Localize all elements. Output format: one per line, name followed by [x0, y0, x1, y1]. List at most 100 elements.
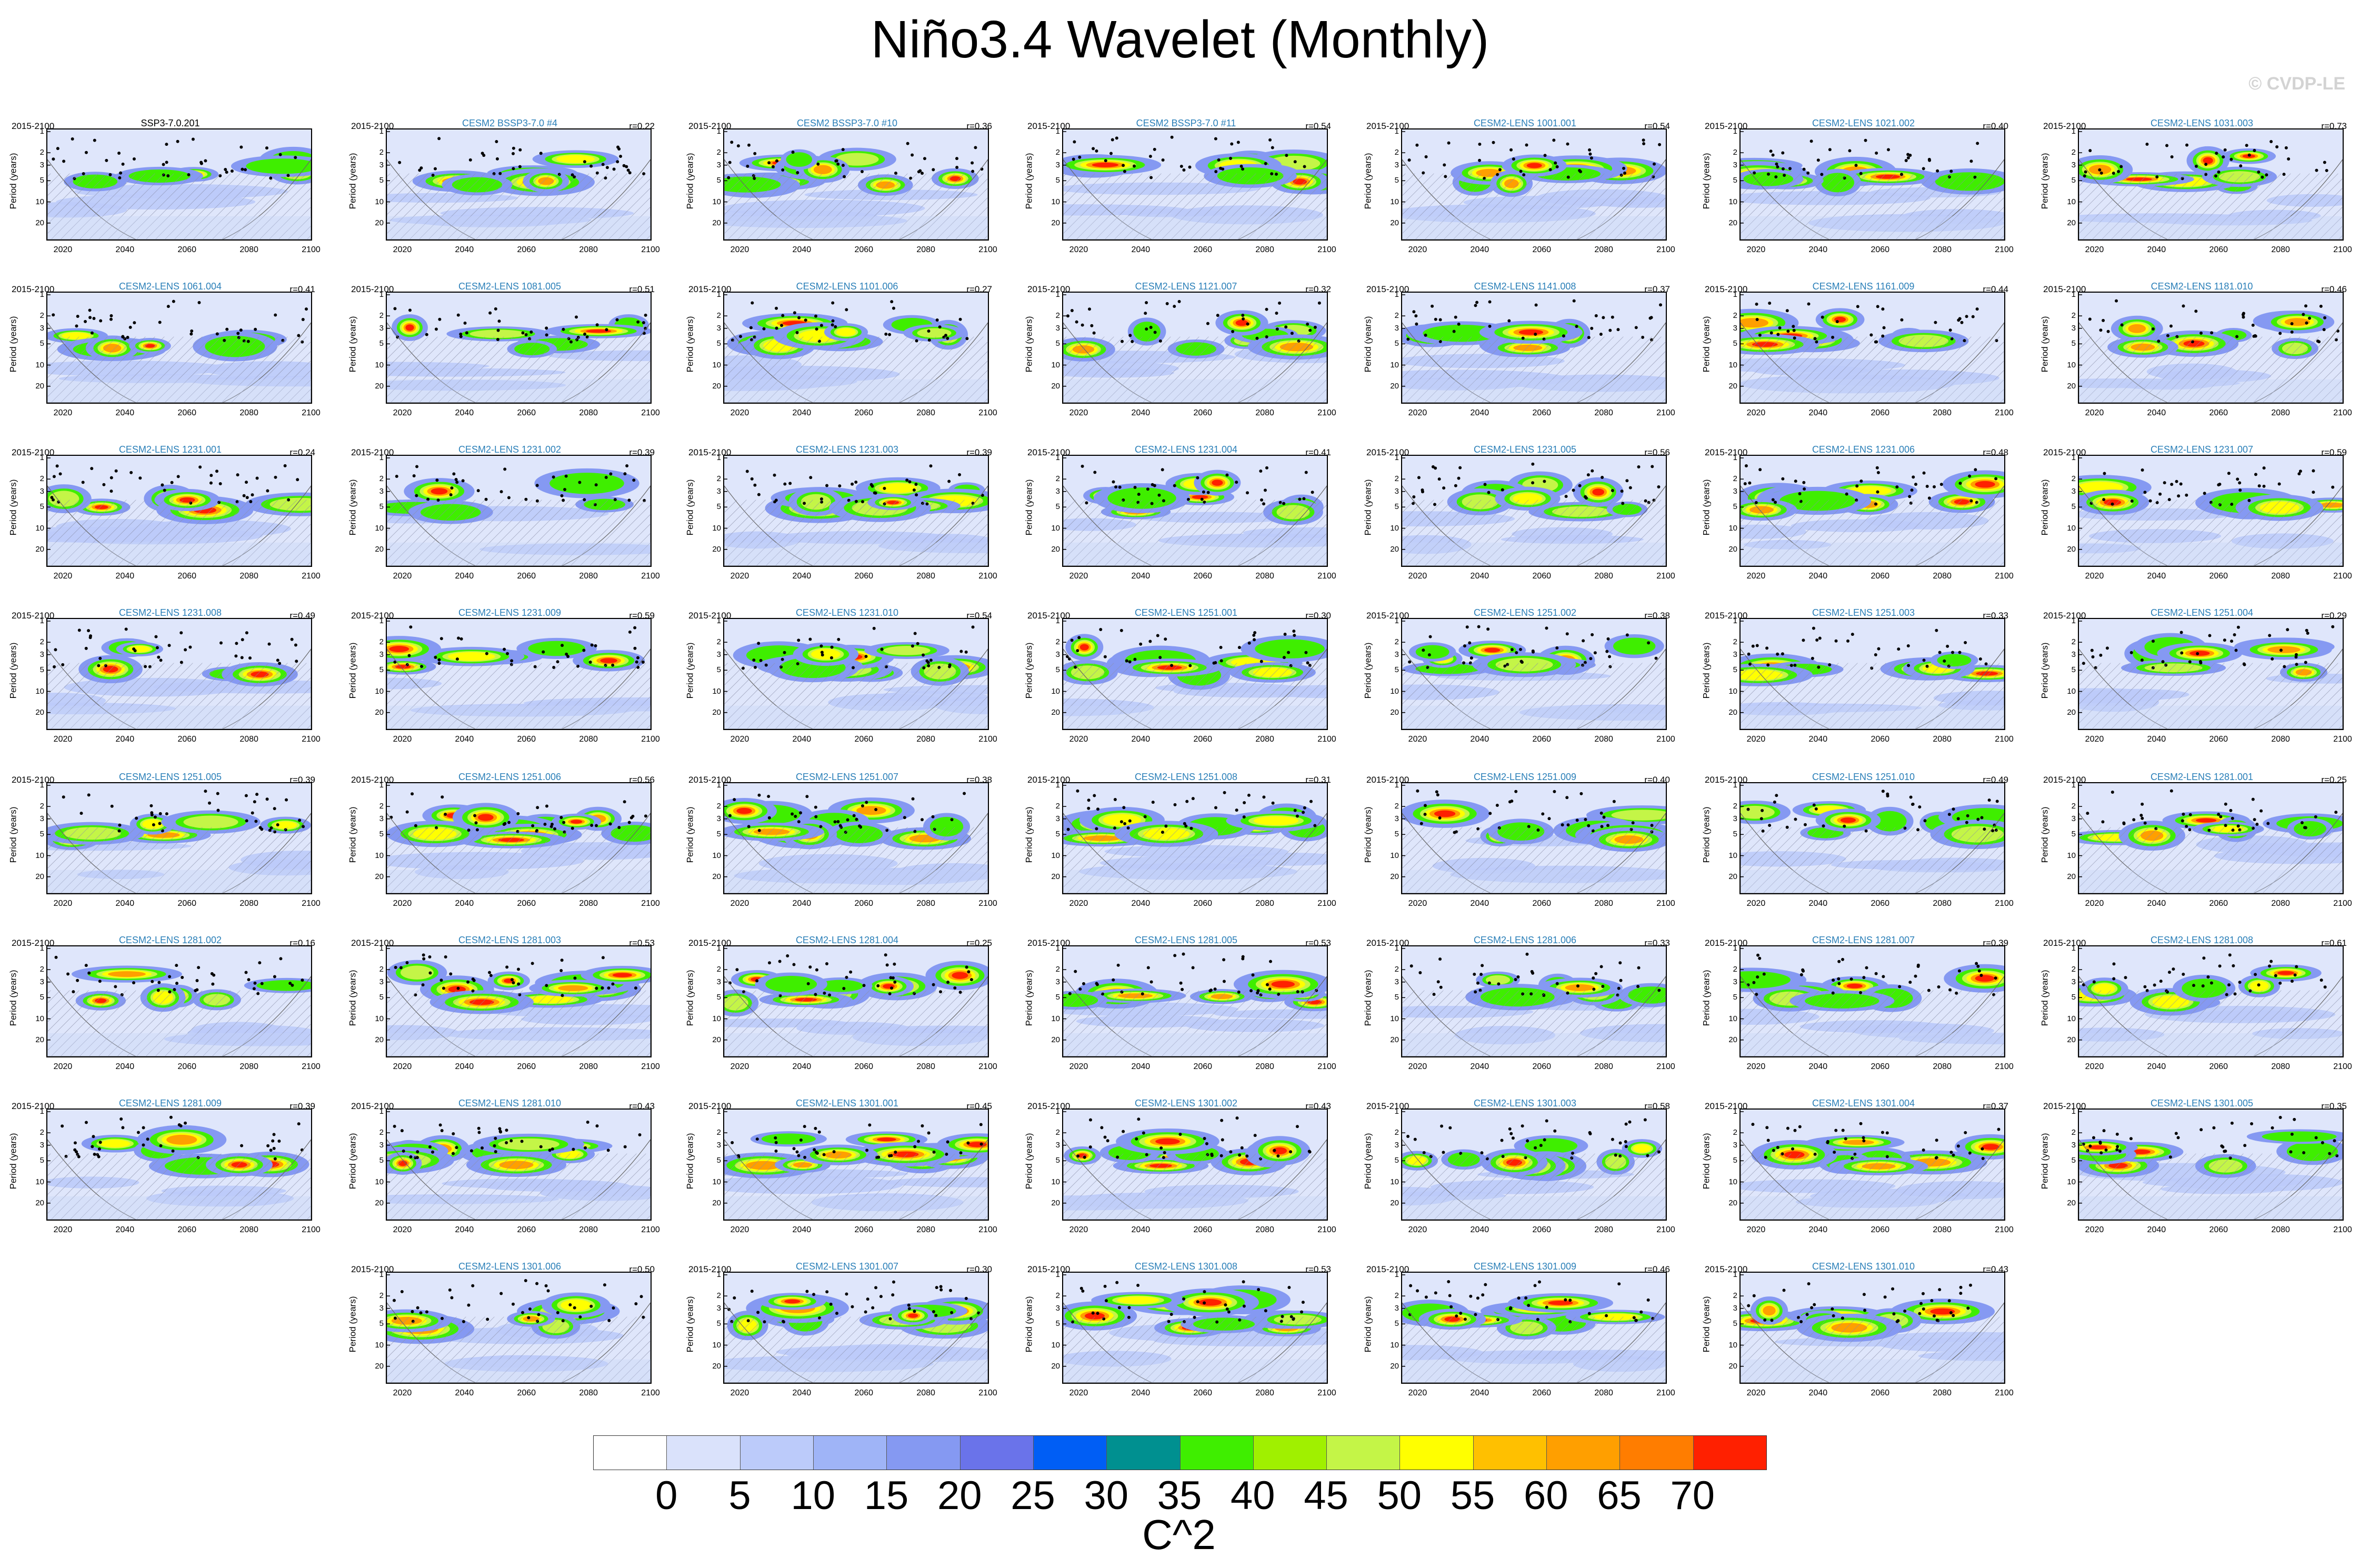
coi-hatch [2139, 500, 2206, 566]
significance-dot [1543, 480, 1546, 483]
coi-hatch [1576, 173, 1643, 239]
coi-hatch [494, 336, 561, 403]
coi-hatch [418, 500, 485, 566]
significance-dot [1241, 313, 1245, 317]
x-tick-label: 2060 [517, 572, 536, 581]
significance-dot [1590, 326, 1594, 330]
coi-hatch [1528, 500, 1595, 566]
significance-dot [2253, 148, 2256, 152]
cone-of-influence [387, 648, 651, 729]
significance-dot [2091, 655, 2095, 659]
coi-hatch [724, 663, 747, 686]
y-tick-label: 2 [1055, 311, 1060, 321]
significance-dot [1247, 641, 1251, 645]
coi-hatch [727, 663, 794, 729]
significance-dot [1774, 501, 1777, 504]
coi-hatch [794, 663, 861, 729]
coi-hatch [579, 173, 646, 239]
significance-dot [1943, 659, 1946, 663]
significance-dot [582, 648, 586, 652]
panel-title: CESM2-LENS 1021.002 [1812, 118, 1915, 128]
significance-dot [198, 465, 202, 469]
significance-dot [2316, 339, 2319, 343]
significance-dot [420, 665, 424, 668]
coi-hatch [1905, 336, 1972, 403]
coi-hatch [1063, 336, 1086, 359]
y-tick-label: 5 [379, 502, 384, 512]
coi-hatch [297, 715, 311, 729]
significance-dot [1802, 638, 1805, 642]
coi-hatch [1782, 500, 1848, 566]
coi-hatch [409, 173, 476, 239]
significance-dot [583, 160, 586, 164]
coi-hatch [1741, 336, 1763, 359]
significance-dot [1081, 464, 1084, 468]
y-tick-label: 10 [2067, 523, 2076, 533]
significance-dot [1150, 502, 1154, 505]
significance-dot [516, 812, 520, 815]
significance-dot [1864, 829, 1868, 833]
significance-dot [1428, 635, 1432, 638]
y-tick-label: 2 [39, 474, 44, 484]
significance-dot [1121, 339, 1124, 343]
significance-dot [814, 815, 818, 818]
y-tick-label: 1 [2071, 290, 2076, 299]
wavelet-panel: 2015-2100 CESM2 BSSP3-7.0 #11 r=0.54 Period… [1024, 111, 1346, 268]
coi-hatch [1500, 500, 1567, 566]
significance-dot [549, 825, 553, 828]
y-tick-label: 3 [1055, 650, 1060, 659]
significance-dot [545, 326, 548, 330]
y-tick-label: 1 [2071, 127, 2076, 136]
significance-dot [435, 826, 438, 830]
x-tick-label: 2100 [1317, 735, 1336, 744]
panel-title: CESM2-LENS 1231.008 [118, 607, 222, 618]
significance-dot [628, 171, 632, 175]
coi-hatch [737, 336, 804, 403]
significance-dot [804, 318, 807, 322]
significance-dot [2090, 648, 2094, 652]
significance-dot [1442, 486, 1446, 490]
power-contour [549, 473, 624, 494]
wavelet-plot [1739, 292, 2005, 404]
y-tick-label: 3 [379, 323, 384, 333]
cone-of-influence [387, 159, 651, 239]
coi-shade [724, 705, 988, 729]
significance-dot [1427, 653, 1431, 657]
significance-dot [1562, 334, 1565, 338]
panel-title: CESM2 BSSP3-7.0 #11 [1136, 118, 1236, 128]
coi-hatch [1275, 187, 1327, 239]
y-tick-label: 5 [1733, 502, 1737, 512]
significance-dot [1161, 468, 1164, 472]
y-tick-label: 1 [1394, 453, 1399, 462]
significance-dot [2297, 472, 2301, 476]
coi-hatch [724, 500, 766, 542]
significance-dot [594, 483, 598, 487]
wavelet-plot [723, 455, 989, 567]
y-tick-label: 3 [379, 650, 384, 659]
coi-hatch [1424, 500, 1491, 566]
coi-hatch [1857, 336, 1924, 403]
coi-hatch [387, 336, 438, 388]
coi-hatch [841, 500, 908, 566]
significance-dot [1859, 172, 1863, 175]
significance-dot [2208, 634, 2212, 637]
x-tick-label: 2080 [1594, 735, 1613, 744]
significance-dot [1976, 142, 1979, 145]
x-tick-label: 2040 [2147, 408, 2166, 417]
significance-dot [1253, 631, 1257, 635]
coi-hatch [2129, 173, 2196, 239]
coi-hatch [494, 500, 561, 566]
coi-hatch [145, 500, 212, 566]
significance-dot [2102, 498, 2106, 502]
power-contour [724, 176, 781, 193]
significance-dot [212, 973, 216, 977]
significance-dot [2236, 625, 2240, 629]
x-tick-label: 2020 [2085, 572, 2104, 581]
coi-hatch [2300, 360, 2343, 403]
coi-hatch [164, 663, 231, 729]
significance-dot [851, 482, 854, 486]
significance-dot [1886, 794, 1889, 798]
coi-hatch [1744, 173, 1811, 239]
coi-hatch [879, 663, 946, 729]
significance-dot [1214, 137, 1217, 141]
